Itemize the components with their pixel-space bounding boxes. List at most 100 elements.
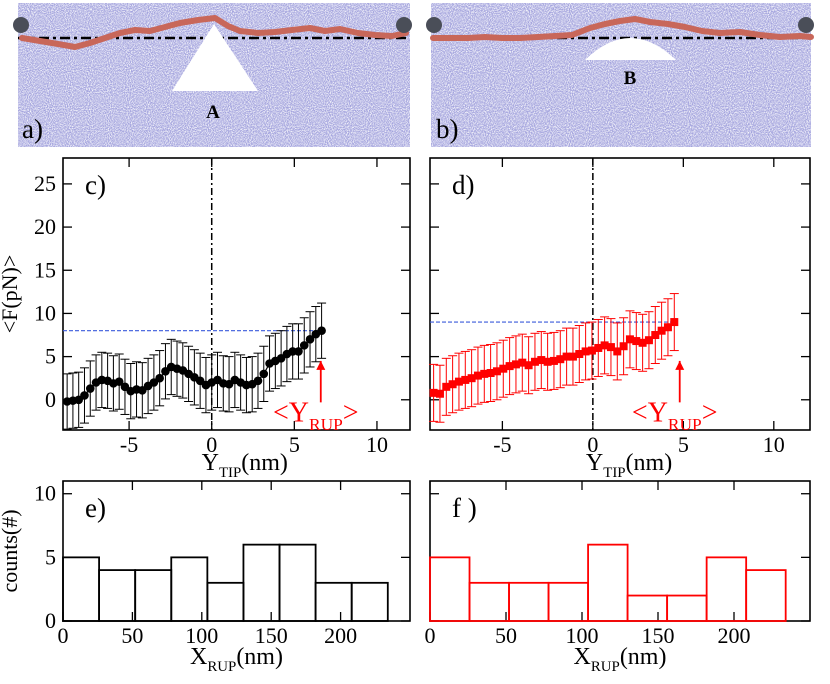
data-point-d [625, 335, 634, 344]
data-point-d [543, 357, 552, 366]
data-point-d [562, 352, 571, 361]
histogram-bar-f [508, 581, 550, 622]
plot-frame-d [429, 157, 811, 431]
x-tick-label-d: 5 [678, 432, 689, 457]
data-point-d [442, 382, 451, 391]
data-point-d [568, 352, 577, 361]
data-point-d [537, 356, 546, 365]
panel-label-d: d) [452, 170, 475, 200]
y-tick-label-c: 25 [34, 171, 56, 196]
bead-left-a [13, 17, 29, 33]
y-axis-label-c: <F(pN)> [0, 255, 22, 334]
x-axis-label-f: XRUP(nm) [574, 644, 667, 675]
x-tick-label-c: 0 [206, 432, 217, 457]
data-point-d [530, 357, 539, 366]
bead-right-a [396, 17, 412, 33]
data-point-d [467, 374, 476, 383]
plot-frame-f [429, 480, 811, 622]
x-tick-label-e: 200 [324, 623, 357, 648]
tip-b [585, 38, 676, 60]
x-axis-label-d: YTIP(nm) [586, 450, 672, 481]
y-tick-label-c: 15 [34, 257, 56, 282]
data-point-d [480, 369, 489, 378]
panel-a-label: a) [22, 114, 43, 144]
bead-left-b [426, 17, 442, 33]
polymer-b [430, 16, 814, 41]
x-tick-label-f: 50 [495, 623, 517, 648]
plot-frame-e [62, 480, 411, 622]
histogram-bar-e [278, 543, 317, 622]
data-point-d [594, 343, 603, 352]
histogram-bar-e [134, 569, 173, 622]
data-point-d [454, 377, 463, 386]
x-tick-label-d: 10 [763, 432, 785, 457]
tip-b-label: B [624, 68, 637, 89]
x-tick-label-e: 0 [58, 623, 69, 648]
x-tick-label-c: 5 [289, 432, 300, 457]
snapshot-b: b) B [426, 3, 814, 147]
data-point-d [429, 388, 438, 397]
histogram-bar-f [468, 581, 510, 622]
data-point-d [524, 361, 533, 370]
data-point-d [606, 343, 615, 352]
chart-f: 0 50 100 150 200 f ) XRUP(nm) [425, 480, 811, 675]
data-point-d [499, 364, 508, 373]
data-point-d [581, 347, 590, 356]
plot-frame-c [62, 157, 411, 431]
y-tick-label-c: 10 [34, 300, 56, 325]
data-point-d [619, 342, 628, 351]
rupture-label-c: <YRUP> [273, 398, 359, 434]
rupture-label-d: <YRUP> [632, 398, 718, 434]
histogram-bar-f [429, 556, 471, 622]
y-tick-label-c: 5 [45, 344, 56, 369]
tip-a-label: A [206, 102, 220, 123]
y-tick-label-e: 10 [34, 481, 56, 506]
y-tick-label-c: 0 [45, 387, 56, 412]
panel-label-c: c) [85, 170, 106, 200]
histogram-bar-f [745, 569, 787, 622]
x-tick-label-f: 100 [566, 623, 599, 648]
bead-right-b [798, 17, 814, 33]
chart-e: 0 50 100 150 200 0 5 10 e) counts(#) XRUP(nm) [0, 480, 411, 675]
chart-d: -5 0 5 10 d) YTIP(nm) <YRUP> [429, 157, 811, 481]
rupture-arrowhead-c [316, 360, 326, 370]
x-tick-label-f: 200 [718, 623, 751, 648]
x-tick-label-d: -5 [493, 432, 511, 457]
x-tick-label-d: 0 [587, 432, 598, 457]
data-point-c [155, 373, 164, 383]
data-point-d [663, 323, 672, 332]
data-point-d [632, 337, 641, 346]
histogram-bar-e [242, 543, 281, 622]
data-point-d [518, 358, 527, 367]
panel-label-f: f ) [452, 493, 477, 523]
y-tick-label-e: 5 [45, 544, 56, 569]
data-point-c [305, 335, 315, 344]
x-axis-label-c: YTIP(nm) [202, 450, 288, 481]
data-point-d [448, 380, 457, 389]
x-tick-label-e: 150 [255, 623, 288, 648]
data-point-d [587, 346, 596, 355]
data-point-d [486, 369, 495, 378]
histogram-bar-e [350, 581, 389, 622]
x-tick-label-c: 10 [366, 432, 388, 457]
y-axis-label-e: counts(#) [0, 509, 22, 592]
histogram-bar-f [587, 543, 629, 622]
x-tick-label-e: 100 [185, 623, 218, 648]
membrane-b [431, 3, 811, 147]
data-point-d [651, 331, 660, 340]
data-point-d [435, 389, 444, 398]
histogram-bar-f [626, 594, 669, 622]
chart-c: -5 0 5 10 0 5 10 15 20 25 c) <F(pN)> YTIP(nm) <YRUP> [0, 157, 411, 481]
data-point-d [670, 318, 679, 327]
histogram-bar-e [314, 581, 353, 622]
data-point-c [85, 384, 95, 393]
histogram-bar-e [62, 556, 100, 622]
histogram-bar-e [170, 556, 209, 622]
data-point-d [511, 360, 520, 369]
data-point-d [556, 355, 565, 364]
data-point-c [299, 341, 309, 350]
data-point-d [657, 326, 666, 335]
panel-label-e: e) [85, 493, 106, 523]
data-point-d [461, 375, 470, 384]
